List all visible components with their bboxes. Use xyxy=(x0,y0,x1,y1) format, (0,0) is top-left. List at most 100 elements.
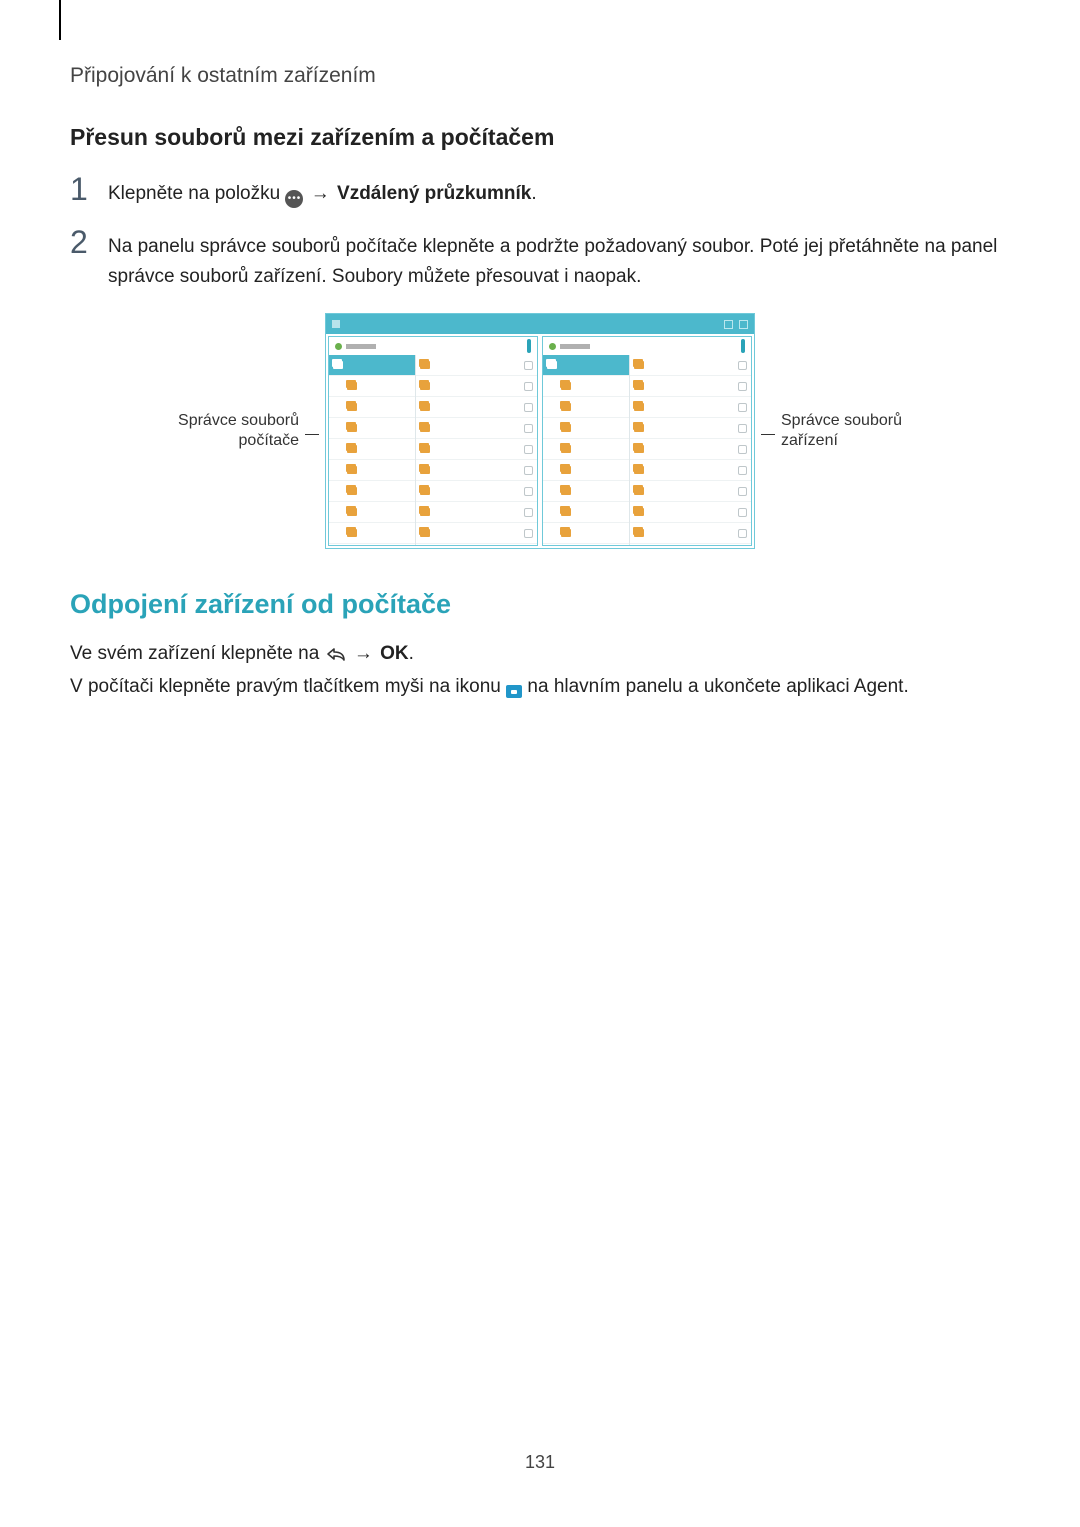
tree-item xyxy=(329,460,415,481)
folder-icon xyxy=(420,445,430,453)
arrow-icon: → xyxy=(303,183,337,204)
checkbox-icon xyxy=(738,466,747,475)
step-body: Klepněte na položku ••• → Vzdálený průzk… xyxy=(108,173,1010,208)
folder-icon xyxy=(420,361,430,369)
column-header xyxy=(543,337,751,355)
folder-icon xyxy=(561,529,571,537)
tree-item xyxy=(543,523,629,544)
window-controls xyxy=(724,320,748,329)
checkbox-icon xyxy=(524,508,533,517)
figure-leader-line xyxy=(761,434,775,435)
tree-item xyxy=(543,355,629,376)
tree-item xyxy=(543,376,629,397)
step-body: Na panelu správce souborů počítače klepn… xyxy=(108,226,1010,291)
header-text-placeholder xyxy=(560,344,590,349)
folder-icon xyxy=(561,466,571,474)
folder-icon xyxy=(420,508,430,516)
figure-leader-line xyxy=(305,434,319,435)
list-item xyxy=(416,481,537,502)
list-item xyxy=(630,502,751,523)
disconnect-body: Ve svém zařízení klepněte na → OK. V poč… xyxy=(70,638,1010,703)
list-item xyxy=(630,481,751,502)
checkbox-icon xyxy=(524,529,533,538)
folder-icon xyxy=(420,382,430,390)
checkbox-icon xyxy=(738,361,747,370)
titlebar-dot xyxy=(332,320,340,328)
folder-icon xyxy=(634,487,644,495)
tree-item xyxy=(543,397,629,418)
folder-icon xyxy=(347,529,357,537)
column-body xyxy=(329,355,537,545)
disconnect-line1-bold: OK xyxy=(380,643,409,664)
step-number: 1 xyxy=(70,173,108,205)
tree-item xyxy=(329,439,415,460)
disconnect-line1-prefix: Ve svém zařízení klepněte na xyxy=(70,643,325,664)
figure-titlebar xyxy=(326,314,754,334)
folder-icon xyxy=(333,361,343,369)
file-manager-figure: Správce souborů počítače xyxy=(70,313,1010,549)
checkbox-icon xyxy=(738,487,747,496)
tree-item xyxy=(329,502,415,523)
desktop-icon xyxy=(506,685,522,698)
tree-item xyxy=(543,460,629,481)
figure-right-label: Správce souborů zařízení xyxy=(781,411,946,453)
figure-column-device xyxy=(542,336,752,546)
list-item xyxy=(416,355,537,376)
folder-icon xyxy=(420,466,430,474)
disconnect-line2-suffix: na hlavním panelu a ukončete aplikaci Ag… xyxy=(522,676,909,697)
tree-item xyxy=(329,481,415,502)
page-top-rule xyxy=(59,0,61,40)
checkbox-icon xyxy=(524,487,533,496)
checkbox-icon xyxy=(738,529,747,538)
folder-icon xyxy=(634,403,644,411)
tree-item xyxy=(329,397,415,418)
folder-icon xyxy=(561,487,571,495)
column-body xyxy=(543,355,751,545)
back-icon xyxy=(325,646,347,662)
list-item xyxy=(630,460,751,481)
folder-icon xyxy=(634,466,644,474)
folder-icon xyxy=(634,382,644,390)
folder-icon xyxy=(420,403,430,411)
column-header xyxy=(329,337,537,355)
tree-item xyxy=(543,439,629,460)
status-dot-icon xyxy=(335,343,342,350)
folder-icon xyxy=(420,529,430,537)
folder-icon xyxy=(634,361,644,369)
step-2: 2 Na panelu správce souborů počítače kle… xyxy=(70,226,1010,291)
folder-icon xyxy=(561,382,571,390)
figure-left-label: Správce souborů počítače xyxy=(134,411,299,453)
list-item xyxy=(416,523,537,544)
status-dot-icon xyxy=(549,343,556,350)
list-item xyxy=(630,376,751,397)
checkbox-icon xyxy=(524,424,533,433)
list-item xyxy=(630,397,751,418)
list-item xyxy=(630,355,751,376)
list-item xyxy=(416,439,537,460)
list-item xyxy=(630,439,751,460)
folder-icon xyxy=(347,382,357,390)
header-text-placeholder xyxy=(346,344,376,349)
checkbox-icon xyxy=(524,361,533,370)
disconnect-line1-suffix: . xyxy=(409,643,414,664)
folder-icon xyxy=(347,424,357,432)
folder-icon xyxy=(347,508,357,516)
folder-icon xyxy=(347,445,357,453)
folder-icon xyxy=(347,487,357,495)
folder-icon xyxy=(634,508,644,516)
chapter-header: Připojování k ostatním zařízením xyxy=(70,64,1010,88)
list-item xyxy=(630,523,751,544)
folder-icon xyxy=(420,487,430,495)
folder-icon xyxy=(347,403,357,411)
folder-icon xyxy=(347,466,357,474)
list-item xyxy=(416,502,537,523)
step-1-suffix: . xyxy=(531,183,536,204)
tree-item xyxy=(329,376,415,397)
figure-panel xyxy=(325,313,755,549)
tree-item xyxy=(543,502,629,523)
checkbox-icon xyxy=(738,424,747,433)
folder-icon xyxy=(561,445,571,453)
folder-icon xyxy=(547,361,557,369)
page-content: Připojování k ostatním zařízením Přesun … xyxy=(0,0,1080,703)
step-1-bold: Vzdálený průzkumník xyxy=(337,183,531,204)
